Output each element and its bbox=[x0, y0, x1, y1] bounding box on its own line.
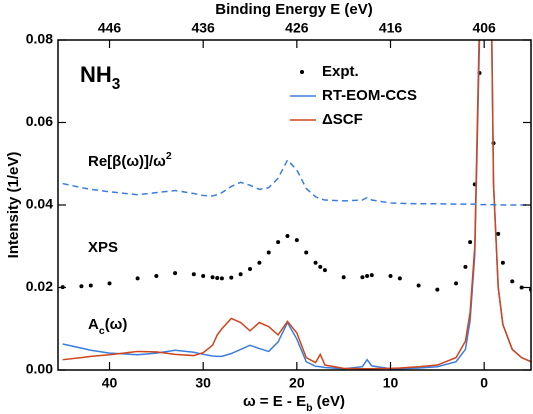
legend-label: Expt. bbox=[322, 63, 359, 80]
data-point bbox=[468, 240, 473, 245]
x-tick-label: 30 bbox=[195, 375, 211, 391]
data-point bbox=[238, 272, 243, 277]
data-point bbox=[365, 273, 370, 278]
top-tick-label: 426 bbox=[285, 20, 309, 36]
data-point bbox=[248, 266, 253, 271]
top-tick-label: 436 bbox=[191, 20, 215, 36]
data-point bbox=[173, 271, 178, 276]
text-part: A bbox=[88, 316, 99, 333]
data-point bbox=[500, 260, 505, 265]
top-axis-label: Binding Energy E (eV) bbox=[215, 1, 373, 18]
text-part: (eV) bbox=[313, 393, 346, 410]
data-point bbox=[294, 238, 299, 243]
top-tick-label: 416 bbox=[379, 20, 403, 36]
data-point bbox=[201, 273, 206, 278]
legend-label: RT-EOM-CCS bbox=[322, 87, 417, 104]
y-tick-label: 0.02 bbox=[26, 278, 53, 294]
text-part: 3 bbox=[112, 76, 121, 93]
y-tick-label: 0.08 bbox=[26, 31, 53, 47]
y-axis-label: Intensity (1/eV) bbox=[5, 152, 22, 259]
data-point bbox=[266, 250, 271, 255]
data-point bbox=[257, 260, 262, 265]
text-part: c bbox=[99, 325, 105, 337]
data-point bbox=[219, 276, 224, 281]
data-point bbox=[435, 287, 440, 292]
annotation: Ac(ω) bbox=[88, 316, 127, 337]
text-part: (ω) bbox=[105, 316, 128, 333]
x-axis-label: ω = E - Eb (eV) bbox=[243, 393, 345, 414]
data-point bbox=[135, 276, 140, 281]
data-point bbox=[496, 231, 501, 236]
x-tick-label: 10 bbox=[383, 375, 399, 391]
data-point bbox=[519, 285, 524, 290]
data-point bbox=[276, 240, 281, 245]
text-part: 2 bbox=[166, 150, 172, 162]
data-point bbox=[88, 283, 93, 288]
data-point bbox=[416, 283, 421, 288]
top-tick-label: 446 bbox=[98, 20, 122, 36]
data-point bbox=[210, 275, 215, 280]
data-point bbox=[510, 279, 515, 284]
data-point bbox=[154, 273, 159, 278]
annotation: Re[β(ω)]/ω2 bbox=[88, 150, 172, 170]
text-part: ω = E - E bbox=[243, 393, 306, 410]
series-line bbox=[62, 158, 531, 206]
data-point bbox=[341, 275, 346, 280]
y-tick-label: 0.00 bbox=[26, 361, 53, 377]
plot-area bbox=[60, 40, 531, 370]
data-point bbox=[369, 273, 374, 278]
data-point bbox=[285, 233, 290, 238]
x-tick-label: 40 bbox=[102, 375, 118, 391]
data-point bbox=[463, 264, 468, 269]
text-part: XPS bbox=[88, 239, 118, 256]
data-point bbox=[313, 260, 318, 265]
x-tick-label: 0 bbox=[480, 375, 488, 391]
data-point bbox=[229, 275, 234, 280]
y-tick-label: 0.04 bbox=[26, 196, 53, 212]
text-part: Re[β(ω)]/ω bbox=[88, 153, 166, 170]
data-point bbox=[360, 275, 365, 280]
series-line bbox=[62, 40, 531, 370]
data-point bbox=[79, 284, 84, 289]
annotation: NH3 bbox=[80, 62, 120, 93]
data-point bbox=[107, 281, 112, 286]
x-tick-label: 20 bbox=[289, 375, 305, 391]
data-point bbox=[388, 273, 393, 278]
data-point bbox=[191, 272, 196, 277]
text-part: b bbox=[306, 402, 312, 414]
data-point bbox=[215, 276, 220, 281]
text-part: NH bbox=[80, 62, 112, 87]
data-point bbox=[304, 250, 309, 255]
y-tick-label: 0.06 bbox=[26, 113, 53, 129]
annotation: XPS bbox=[88, 239, 118, 256]
series-line bbox=[62, 40, 531, 370]
legend-label: ΔSCF bbox=[322, 111, 363, 128]
plot-frame bbox=[57, 39, 532, 371]
data-point bbox=[318, 264, 323, 269]
top-tick-label: 406 bbox=[472, 20, 496, 36]
data-point bbox=[322, 268, 327, 273]
legend-symbol bbox=[300, 70, 304, 74]
data-point bbox=[397, 276, 402, 281]
data-point bbox=[454, 281, 459, 286]
